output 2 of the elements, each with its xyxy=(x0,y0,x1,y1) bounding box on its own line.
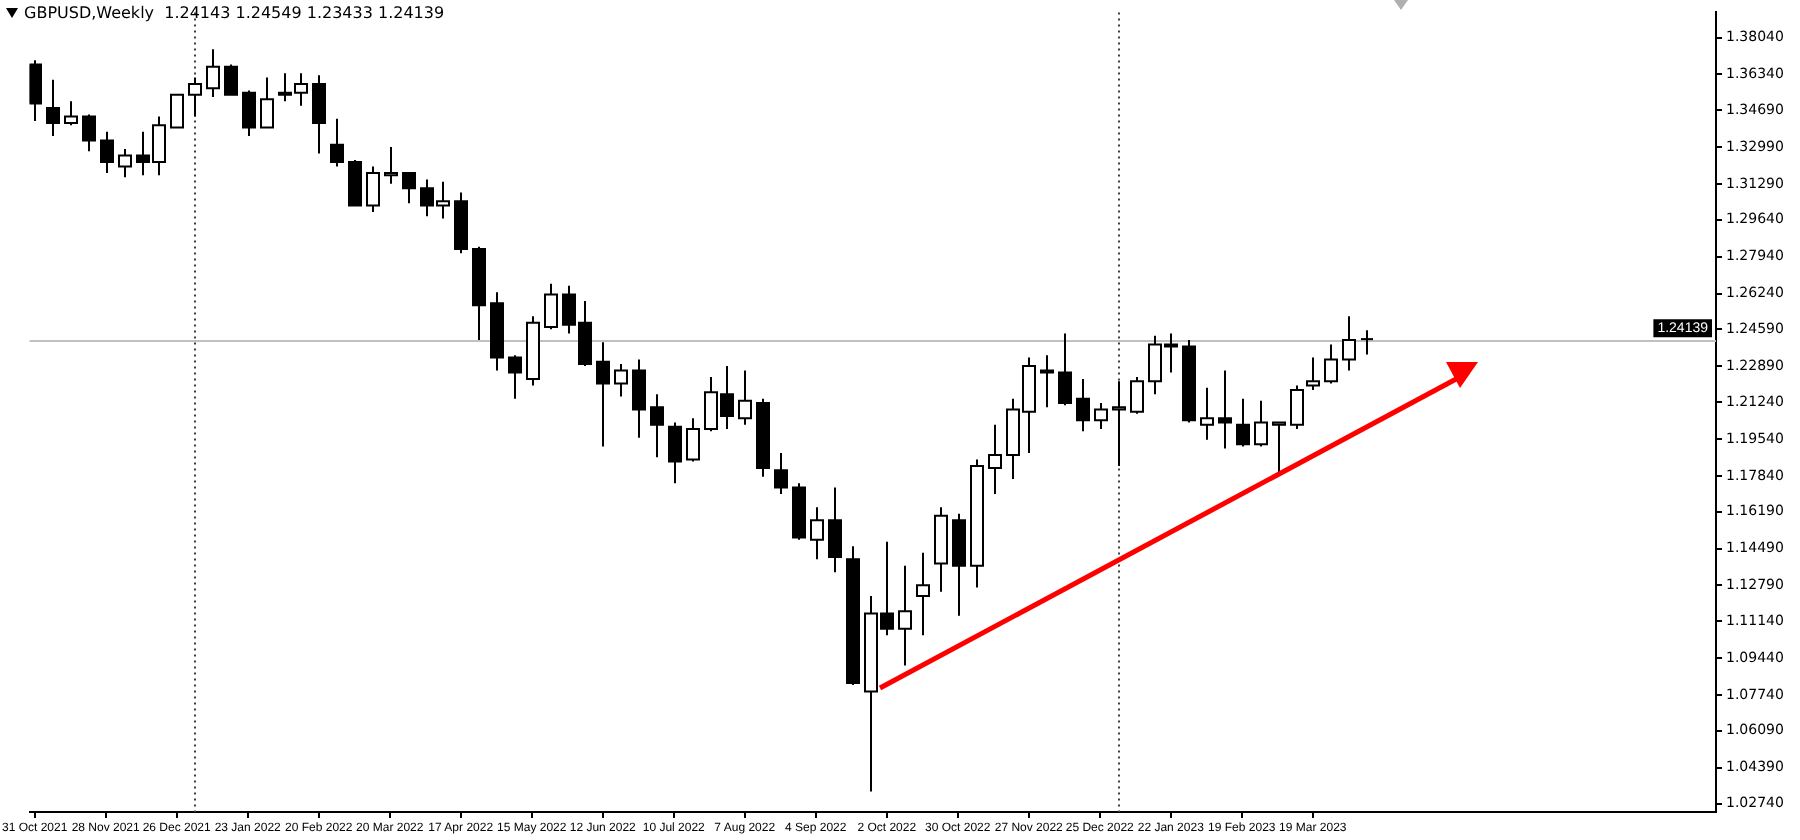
chart-title: GBPUSD,Weekly 1.24143 1.24549 1.23433 1.24139 xyxy=(24,4,445,23)
candlestick xyxy=(1360,329,1374,356)
